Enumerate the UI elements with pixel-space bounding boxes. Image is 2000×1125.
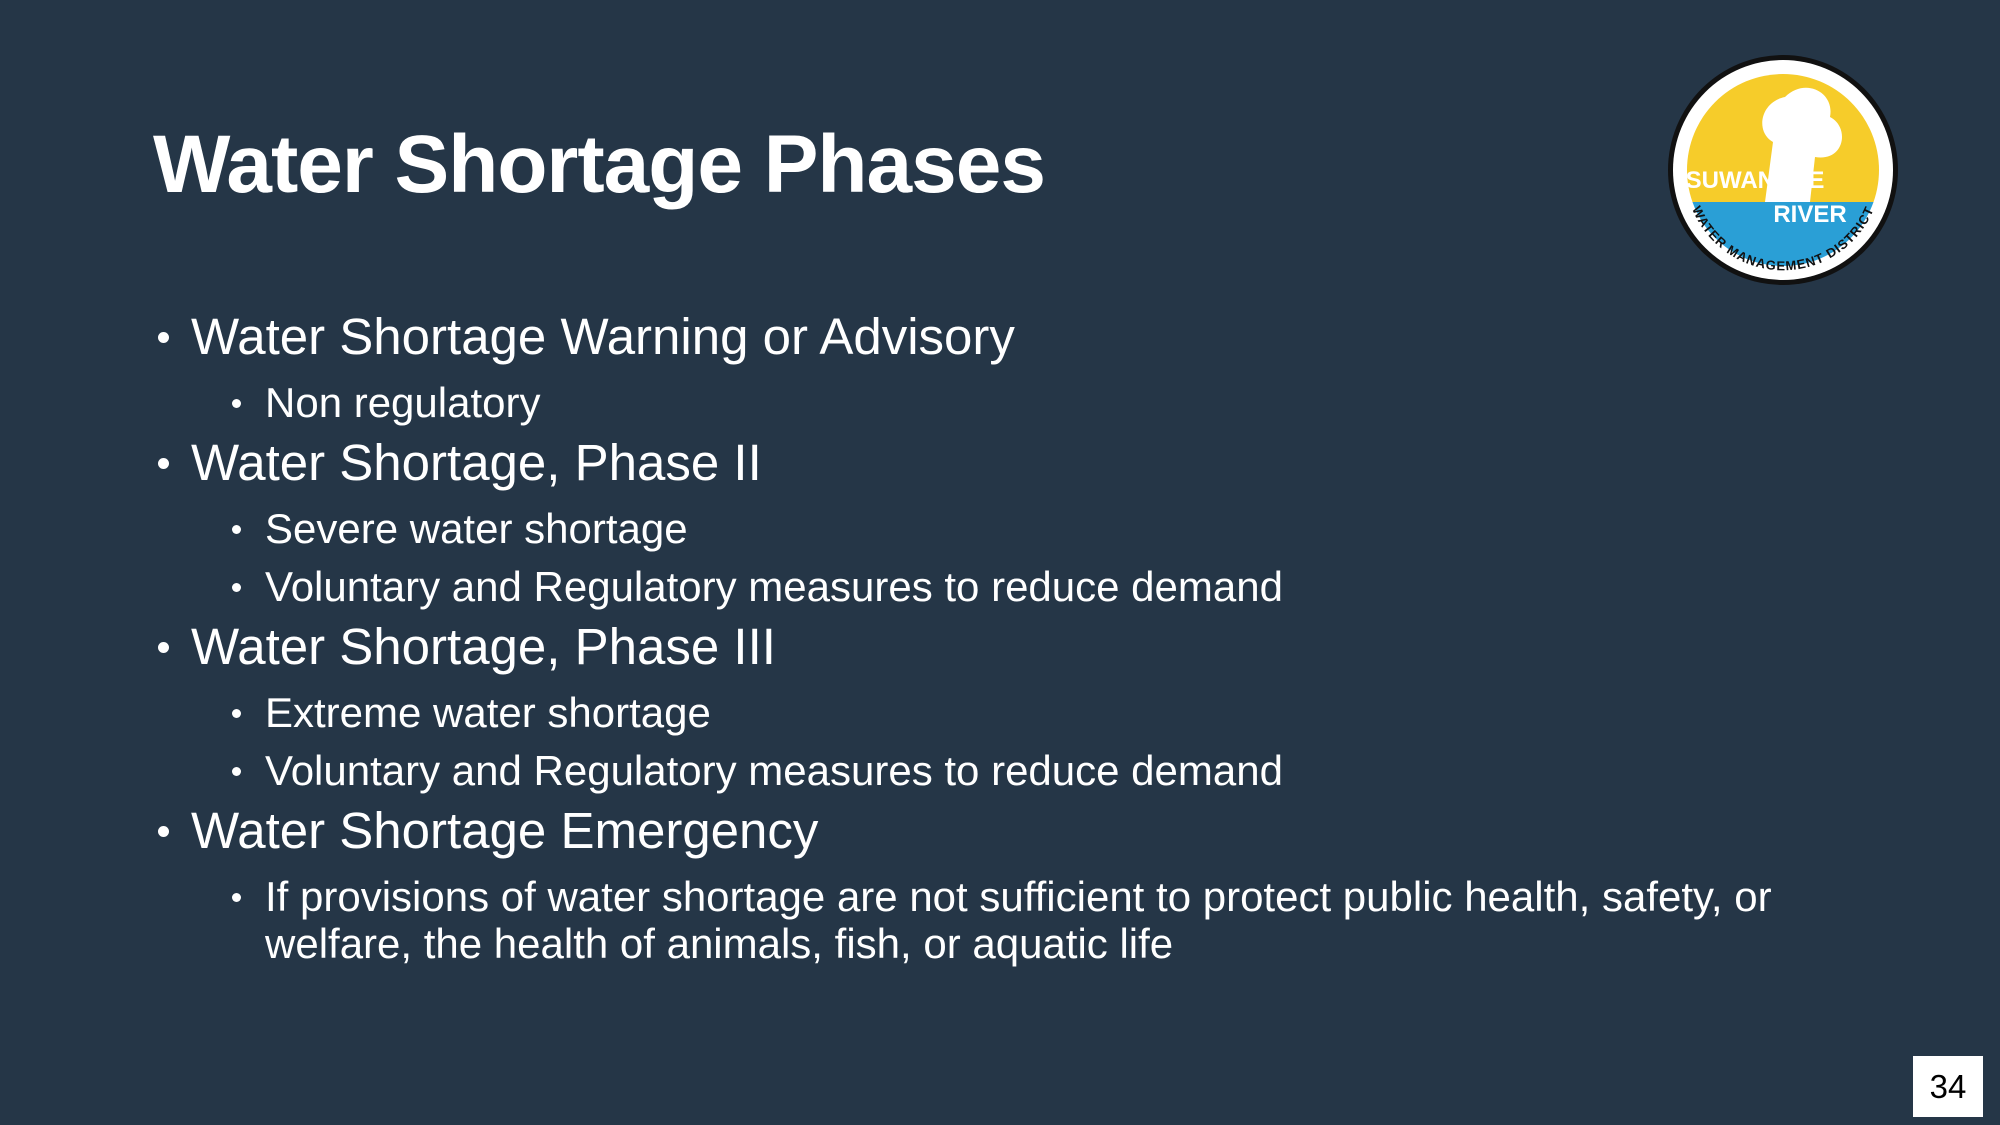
bullet-dot <box>158 332 169 343</box>
bullet-dot <box>232 583 241 592</box>
bullet-dot <box>232 709 241 718</box>
sub-bullet: Severe water shortage <box>232 505 1825 552</box>
logo-text: RIVER <box>1773 201 1846 228</box>
bullet-text: Severe water shortage <box>265 505 688 552</box>
bullet-text: Water Shortage, Phase III <box>191 618 776 675</box>
bullet-text: Voluntary and Regulatory measures to red… <box>265 747 1283 794</box>
sub-bullet: Extreme water shortage <box>232 689 1825 736</box>
bullet-text: Water Shortage, Phase II <box>191 434 762 491</box>
bullet-text: Non regulatory <box>265 379 541 426</box>
bullet-dot <box>158 458 169 469</box>
bullet: Water Shortage Warning or Advisory <box>158 306 2000 368</box>
bullet: Water Shortage, Phase III <box>158 616 2000 678</box>
bullet-dot <box>158 826 169 837</box>
bullet-dot <box>232 767 241 776</box>
slide-title: Water Shortage Phases <box>153 119 1046 210</box>
sub-bullet: If provisions of water shortage are not … <box>232 873 1825 967</box>
bullet-dot <box>232 399 241 408</box>
bullet-text: Water Shortage Emergency <box>191 802 819 859</box>
sub-bullet: Voluntary and Regulatory measures to red… <box>232 747 1825 794</box>
bullet: Water Shortage, Phase II <box>158 432 2000 494</box>
bullet-dot <box>232 893 241 902</box>
sub-bullet: Non regulatory <box>232 379 1825 426</box>
logo-text: SUWANNEE <box>1686 167 1825 194</box>
bullet-list: Water Shortage Warning or Advisory Non re… <box>0 300 2000 967</box>
bullet-text: Extreme water shortage <box>265 689 711 736</box>
bullet-dot <box>232 525 241 534</box>
bullet-dot <box>158 642 169 653</box>
bullet-text: Voluntary and Regulatory measures to red… <box>265 563 1283 610</box>
bullet-text: If provisions of water shortage are not … <box>265 873 1772 967</box>
sub-bullet: Voluntary and Regulatory measures to red… <box>232 563 1825 610</box>
page-number: 34 <box>1913 1056 1983 1117</box>
bullet-text: Water Shortage Warning or Advisory <box>191 308 1015 365</box>
logo: SUWANNEE RIVER WATER MANAGEMENT DISTRICT <box>1668 55 1898 285</box>
bullet: Water Shortage Emergency <box>158 800 2000 862</box>
